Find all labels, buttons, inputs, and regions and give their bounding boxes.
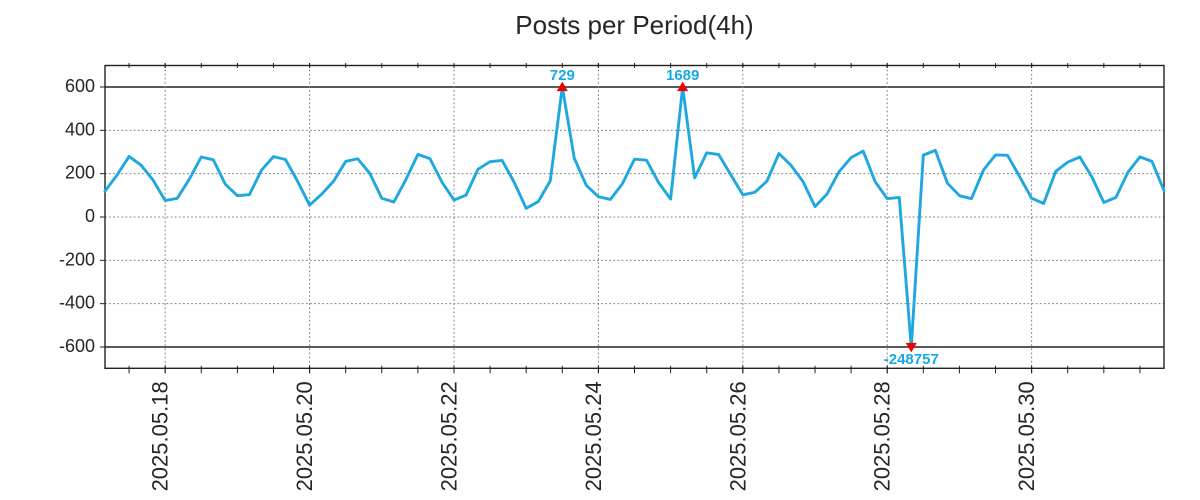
svg-text:2025.05.22: 2025.05.22 xyxy=(436,381,461,491)
svg-text:200: 200 xyxy=(65,163,95,183)
svg-text:2025.05.20: 2025.05.20 xyxy=(292,381,317,491)
svg-text:400: 400 xyxy=(65,119,95,139)
svg-text:729: 729 xyxy=(550,67,575,84)
svg-text:Posts per Period(4h): Posts per Period(4h) xyxy=(515,10,753,40)
svg-text:2025.05.18: 2025.05.18 xyxy=(148,381,173,491)
svg-text:-200: -200 xyxy=(59,249,95,269)
svg-text:600: 600 xyxy=(65,76,95,96)
svg-text:-400: -400 xyxy=(59,293,95,313)
svg-text:2025.05.24: 2025.05.24 xyxy=(581,381,606,491)
svg-text:0: 0 xyxy=(85,206,95,226)
svg-text:2025.05.30: 2025.05.30 xyxy=(1014,381,1039,491)
svg-text:2025.05.26: 2025.05.26 xyxy=(725,381,750,491)
svg-text:-248757: -248757 xyxy=(884,351,939,368)
svg-text:-600: -600 xyxy=(59,336,95,356)
svg-text:1689: 1689 xyxy=(666,67,699,84)
svg-text:2025.05.28: 2025.05.28 xyxy=(870,381,895,491)
